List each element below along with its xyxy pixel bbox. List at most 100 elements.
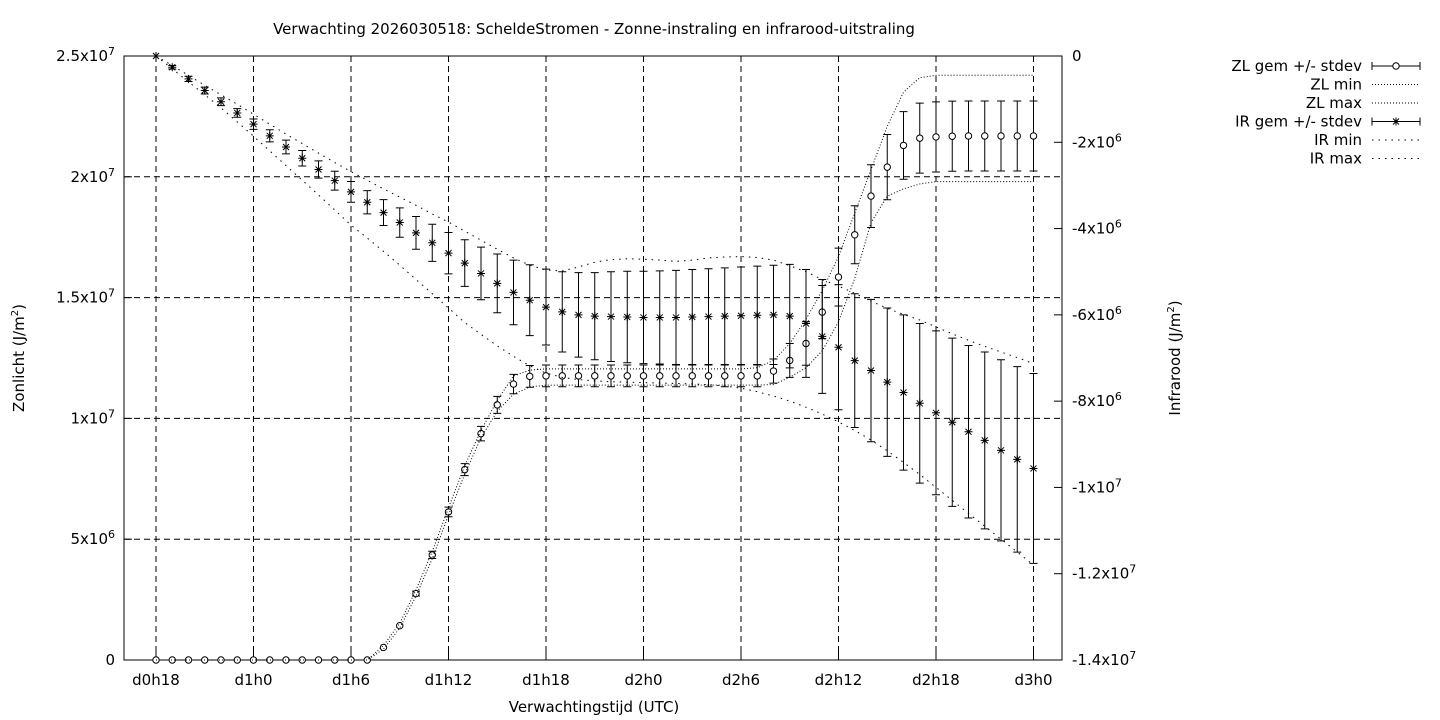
series-layer [152,52,1038,664]
data-point [249,656,258,664]
x-tick-label: d2h18 [912,671,960,689]
data-point [802,319,810,328]
data-point [1013,132,1021,140]
data-point [948,418,957,427]
data-point [444,508,453,516]
data-point [639,313,648,322]
data-point [444,249,453,258]
data-point [997,446,1005,455]
data-point [184,74,193,83]
data-point [477,269,485,278]
data-point [396,621,404,630]
data-point [233,108,242,117]
data-point [607,372,615,380]
data-point [785,312,794,321]
data-point [899,141,908,150]
data-point [867,366,875,375]
data-point [184,656,193,664]
data-point [704,372,713,380]
x-tick-label: d1h18 [522,671,570,689]
x-tick-label: d3h0 [1014,671,1052,689]
data-point [266,656,274,664]
data-point [704,312,713,321]
data-point [1029,464,1038,473]
data-point [363,198,372,207]
series-line [156,74,1034,661]
data-point [656,372,664,380]
data-point [720,312,729,321]
legend-label: ZL min [1310,76,1362,94]
series-zl-min [156,181,1034,661]
data-point [997,132,1005,140]
data-point [379,208,388,217]
data-point [590,312,599,321]
legend-label: ZL max [1306,94,1362,112]
data-point [672,372,680,380]
y-left-axis-ticks: 0 5x106 1x107 1.5x107 2x107 2.5x107 [56,45,132,669]
data-point [753,311,762,320]
data-point [981,132,989,140]
x-axis-label: Verwachtingstijd (UTC) [509,698,680,716]
series-ir-gem-stdev [152,52,1038,564]
y-left-axis-label: Zonlicht (J/m2) [10,304,28,412]
y-left-tick-label: 0 [105,651,115,669]
y-right-axis-ticks: 0 -2x106 -4x106 -6x106 -8x106 -1x107 -1.2x107 -… [1054,47,1136,669]
legend-label: IR gem +/- stdev [1235,113,1362,131]
data-point [867,192,875,200]
data-point [525,296,534,305]
data-point [509,380,518,388]
data-point [672,313,680,322]
series-line [155,55,1034,365]
legend-label: ZL gem +/- stdev [1231,57,1362,75]
data-point [461,465,469,474]
series-zl-gem-stdev [152,100,1038,664]
data-point [509,288,518,297]
data-point [428,238,437,247]
data-point [688,372,696,380]
data-point [737,372,745,380]
data-point [818,332,827,341]
chart-title: Verwachting 2026030518: ScheldeStromen -… [273,20,915,38]
data-point [574,372,583,380]
data-point [915,399,924,408]
data-point [363,656,371,664]
data-point [412,589,420,598]
grid-lines [124,56,1062,660]
y-right-axis-label: Infrarood (J/m2) [1166,300,1184,415]
x-tick-label: d1h0 [234,671,272,689]
x-tick-label: d1h12 [425,671,473,689]
data-point [330,176,339,185]
y-left-tick-label: 1x107 [70,407,115,427]
data-point [964,132,973,140]
data-point [932,408,940,417]
data-point [851,231,859,239]
legend-marker [1392,62,1400,70]
data-point [883,163,891,171]
data-point [916,134,924,142]
data-point [639,372,648,380]
y-left-tick-label: 5x106 [70,528,115,548]
data-point [314,165,323,174]
data-point [493,401,501,409]
data-point [737,311,745,320]
data-point [331,656,339,664]
y-left-tick-label: 1.5x107 [56,287,115,307]
x-tick-label: d2h0 [624,671,662,689]
data-point [980,436,989,445]
data-point [607,312,615,321]
y-right-tick-label: -1.2x107 [1072,563,1136,583]
x-axis-ticks: d0h18 d1h0 d1h6 d1h12 d1h18 d2h0 d2h6 d2h12 d2h1… [132,652,1053,689]
data-point [932,133,940,141]
data-point [883,378,892,387]
y-right-tick-label: -8x106 [1072,390,1122,410]
data-point [493,279,502,288]
data-point [200,86,209,95]
data-point [558,372,566,380]
series-ir-max [155,55,1034,365]
data-point [753,372,761,380]
data-point [282,143,290,152]
y-right-tick-label: 0 [1072,47,1082,65]
y-right-tick-label: -1x107 [1072,476,1122,496]
